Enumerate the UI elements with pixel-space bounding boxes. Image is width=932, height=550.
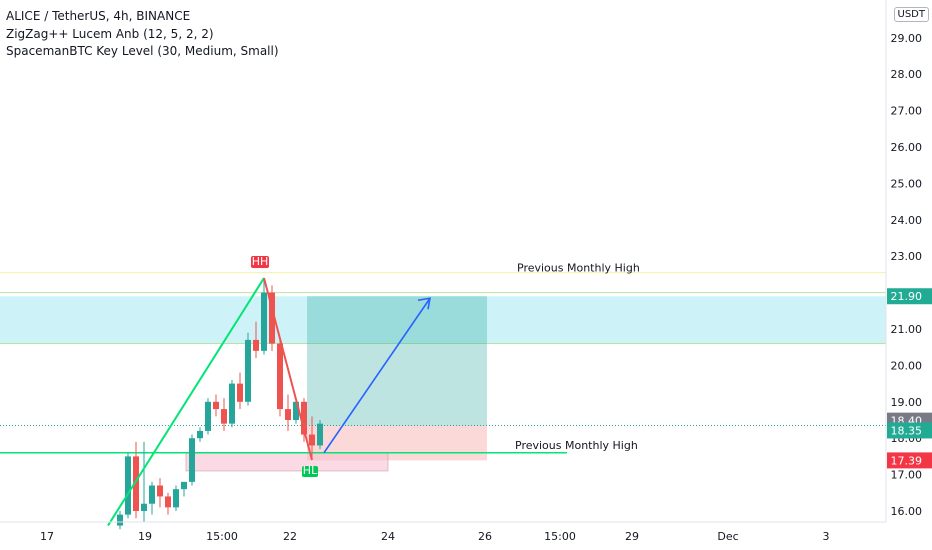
candle[interactable]: [125, 456, 131, 515]
indicator-keylevel-label[interactable]: SpacemanBTC Key Level (30, Medium, Small…: [6, 44, 279, 58]
candle[interactable]: [133, 456, 139, 511]
candle[interactable]: [197, 430, 203, 439]
projection-arrow[interactable]: [323, 297, 431, 454]
time-tick-label: Dec: [717, 530, 738, 543]
candle[interactable]: [309, 434, 315, 446]
price-tick-label: 20.00: [891, 359, 923, 372]
price-tag: [887, 288, 932, 305]
price-tag-label: 21.90: [891, 290, 923, 303]
previous-monthly-high-label: Previous Monthly High: [515, 439, 638, 452]
candle[interactable]: [277, 343, 283, 410]
price-tick-label: 29.00: [891, 32, 923, 45]
candle[interactable]: [285, 409, 291, 420]
candle[interactable]: [149, 485, 155, 504]
price-tag: [887, 452, 932, 469]
key-level-zone[interactable]: [0, 296, 886, 344]
candle[interactable]: [245, 339, 251, 402]
time-tick-label: 29: [625, 530, 639, 543]
price-tag-label: 18.35: [891, 424, 923, 437]
candle[interactable]: [157, 485, 163, 497]
time-tick-label: 24: [381, 530, 395, 543]
price-tick-label: 21.00: [891, 323, 923, 336]
price-tick-label: 27.00: [891, 105, 923, 118]
candle[interactable]: [173, 489, 179, 508]
candle[interactable]: [293, 401, 299, 420]
candle[interactable]: [205, 401, 211, 431]
hh-marker: [251, 256, 269, 269]
candle[interactable]: [301, 401, 307, 435]
time-tick-label: 15:00: [544, 530, 576, 543]
candle[interactable]: [229, 383, 235, 424]
price-tick-label: 26.00: [891, 141, 923, 154]
hl-zone-box: [185, 452, 389, 472]
price-tick-label: 17.00: [891, 469, 923, 482]
time-tick-label: 17: [40, 530, 54, 543]
candle[interactable]: [269, 292, 275, 344]
faded-level-label: Previous Monthly High: [517, 262, 640, 275]
hl-marker: [302, 466, 318, 478]
candle[interactable]: [213, 401, 219, 410]
currency-button[interactable]: USDT: [893, 7, 929, 22]
candle[interactable]: [141, 503, 147, 511]
price-tag-label: 17.39: [891, 454, 923, 467]
price-tick-label: 25.00: [891, 177, 923, 190]
time-tick-label: 3: [823, 530, 830, 543]
candle[interactable]: [237, 383, 243, 402]
candle[interactable]: [189, 438, 195, 482]
candle[interactable]: [165, 496, 171, 508]
price-tick-label: 23.00: [891, 250, 923, 263]
candle[interactable]: [261, 292, 267, 351]
zigzag-up-leg: [107, 277, 265, 527]
price-tick-label: 24.00: [891, 214, 923, 227]
time-tick-label: 22: [283, 530, 297, 543]
hl-label: HL: [303, 464, 318, 477]
zigzag-down-leg: [263, 277, 313, 461]
price-tick-label: 19.00: [891, 396, 923, 409]
price-tick-label: 16.00: [891, 505, 923, 518]
indicator-zigzag-label[interactable]: ZigZag++ Lucem Anb (12, 5, 2, 2): [6, 27, 214, 41]
position-target-zone[interactable]: [307, 296, 487, 426]
candle[interactable]: [253, 339, 259, 351]
time-tick-label: 26: [478, 530, 492, 543]
time-tick-label: 15:00: [206, 530, 238, 543]
candle[interactable]: [181, 481, 187, 490]
arrow-head: [417, 297, 431, 310]
candle[interactable]: [317, 423, 323, 446]
candle[interactable]: [221, 409, 227, 424]
price-tag: [887, 422, 932, 439]
chart-title: ALICE / TetherUS, 4h, BINANCE: [6, 9, 191, 23]
candle[interactable]: [117, 514, 123, 526]
time-tick-label: 19: [138, 530, 152, 543]
hh-label: HH: [252, 255, 269, 268]
price-tick-label: 28.00: [891, 68, 923, 81]
